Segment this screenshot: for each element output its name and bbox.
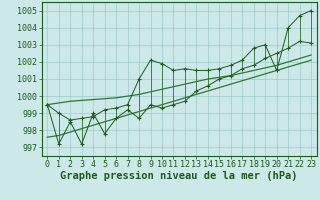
X-axis label: Graphe pression niveau de la mer (hPa): Graphe pression niveau de la mer (hPa): [60, 171, 298, 181]
